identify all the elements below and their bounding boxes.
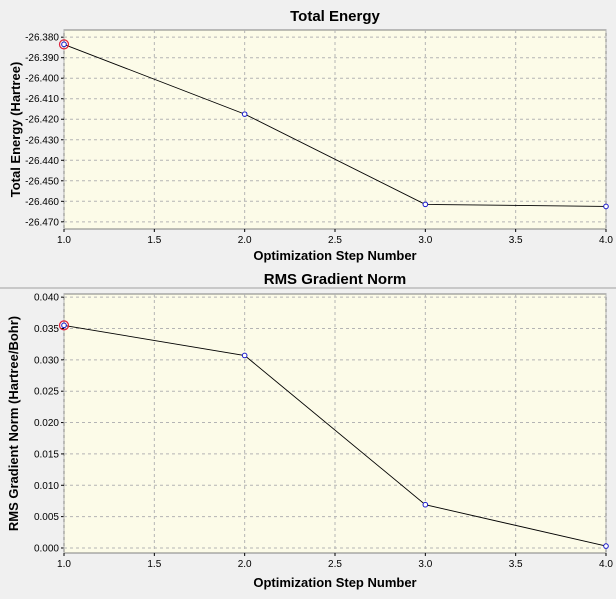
x-tick-label: 1.5 [147, 559, 161, 570]
y-tick-label: 0.025 [34, 387, 59, 398]
y-tick-label: -26.430 [25, 135, 59, 146]
selected-point-marker[interactable] [58, 39, 70, 50]
y-tick-label: 0.030 [34, 355, 59, 366]
x-tick-label: 3.5 [509, 559, 523, 570]
x-tick-label: 2.0 [238, 235, 252, 246]
y-tick-label: -26.450 [25, 176, 59, 187]
y-tick-label: 0.040 [34, 293, 59, 304]
x-tick-label: 2.0 [238, 559, 252, 570]
y-tick-label: 0.035 [34, 324, 59, 335]
y-tick-label: 0.010 [34, 481, 59, 492]
series-line [63, 324, 607, 547]
chart-panel-1: Total Energy -26.380 -26.390 -26.400 -26.410… [8, 8, 613, 263]
y-tick-label: 0.005 [34, 512, 59, 523]
x-tick-label: 3.0 [418, 235, 432, 246]
y-tick-label: -26.380 [25, 33, 59, 44]
x-tick-label: 1.0 [57, 235, 71, 246]
x-tick-label: 2.5 [328, 235, 342, 246]
y-axis-label: RMS Gradient Norm (Hartree/Bohr) [6, 316, 21, 531]
y-tick-label: -26.390 [25, 53, 59, 64]
series-line [63, 43, 607, 207]
chart-title: RMS Gradient Norm [264, 271, 407, 288]
selected-point-marker[interactable] [58, 320, 70, 331]
y-tick-label: -26.470 [25, 217, 59, 228]
y-tick-label: -26.420 [25, 115, 59, 126]
data-point[interactable] [422, 201, 429, 208]
chart-title: Total Energy [290, 8, 380, 25]
data-point[interactable] [241, 111, 248, 117]
x-tick-label: 3.0 [418, 559, 432, 570]
y-tick-label: 0.015 [34, 449, 59, 460]
x-axis-label: Optimization Step Number [253, 575, 416, 590]
x-axis-label: Optimization Step Number [253, 248, 416, 263]
y-tick-label: -26.410 [25, 94, 59, 105]
data-point[interactable] [61, 322, 67, 329]
data-point[interactable] [603, 203, 609, 210]
y-tick-label: -26.460 [25, 197, 59, 208]
x-tick-label: 1.0 [57, 559, 71, 570]
y-tick-label: 0.000 [34, 543, 59, 554]
x-tick-label: 4.0 [599, 235, 613, 246]
data-point[interactable] [422, 501, 429, 508]
data-point[interactable] [603, 543, 609, 549]
data-point[interactable] [241, 352, 248, 359]
y-tick-label: -26.440 [25, 156, 59, 167]
y-tick-label: -26.400 [25, 74, 59, 85]
x-tick-label: 3.5 [509, 235, 523, 246]
x-tick-label: 1.5 [147, 235, 161, 246]
data-point[interactable] [61, 41, 67, 48]
x-tick-label: 2.5 [328, 559, 342, 570]
y-axis-label: Total Energy (Hartree) [8, 62, 23, 198]
x-tick-label: 4.0 [599, 559, 613, 570]
chart-panel-2: RMS Gradient Norm 0.040 0.035 0.030 0.025 0.0… [6, 271, 613, 590]
y-tick-label: 0.020 [34, 418, 59, 429]
